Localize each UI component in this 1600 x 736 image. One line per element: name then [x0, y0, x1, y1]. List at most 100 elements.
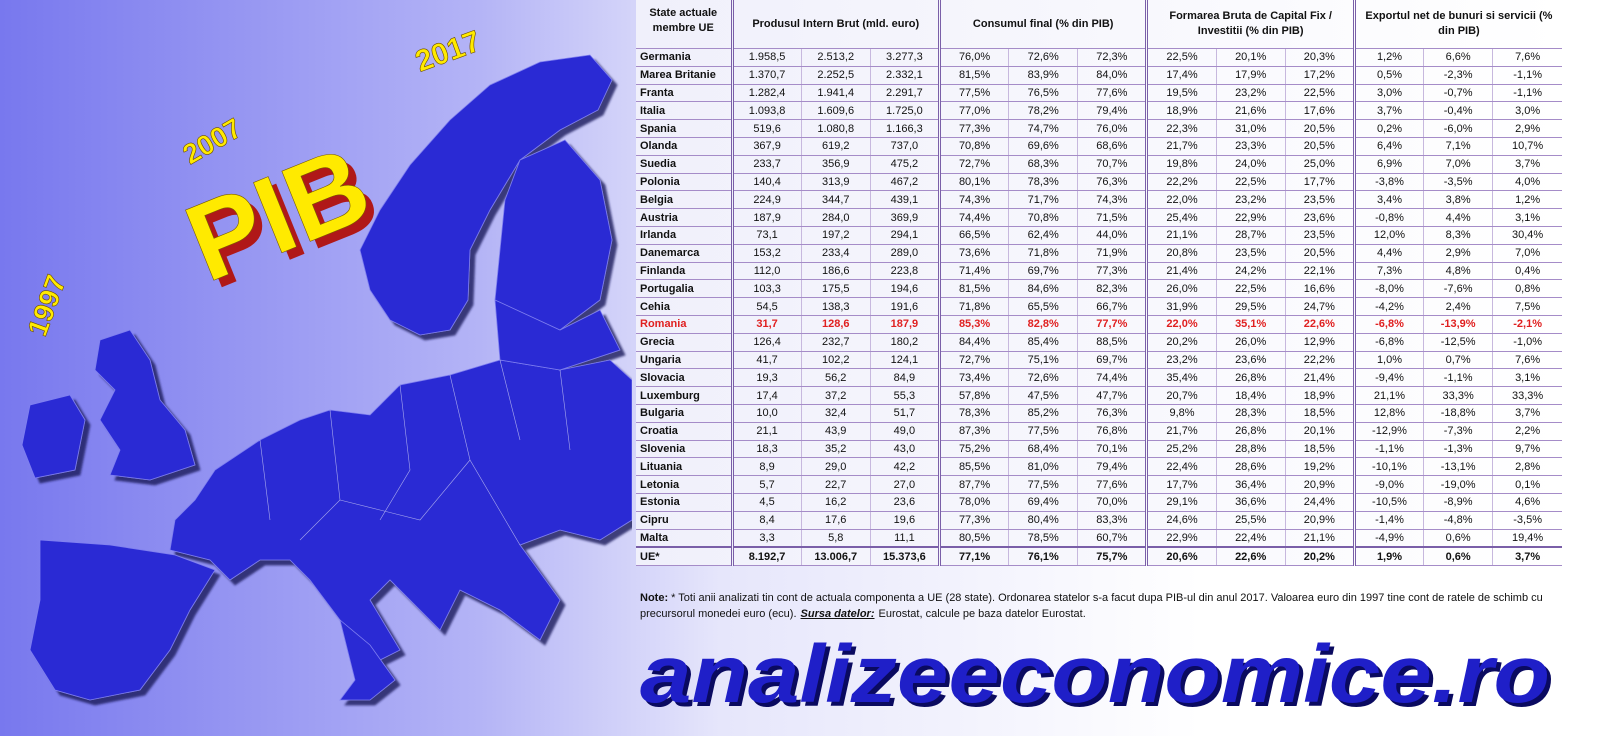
table-row: Ungaria 41,7 102,2 124,1 72,7% 75,1% 69,7% 23,2…: [636, 351, 1562, 370]
row-label: Romania: [636, 315, 732, 334]
cell: -10,5%: [1352, 493, 1424, 512]
row-label: Belgia: [636, 190, 732, 210]
row-label: Irlanda: [636, 226, 732, 245]
cell: 20,3%: [1284, 48, 1355, 67]
cell: 72,6%: [1008, 368, 1078, 388]
cell: 3,7%: [1352, 101, 1424, 121]
cell: 0,5%: [1352, 66, 1424, 85]
cell: 3,1%: [1492, 208, 1562, 227]
cell: 18,5%: [1284, 440, 1355, 459]
cell: -1,1%: [1492, 84, 1562, 103]
cell: 87,3%: [937, 422, 1009, 441]
cell: 21,7%: [1145, 422, 1217, 441]
table-row: Croatia 21,1 43,9 49,0 87,3% 77,5% 76,8% 21,7% 2…: [636, 422, 1562, 441]
cell: 103,3: [730, 279, 802, 299]
table-row: Estonia 4,5 16,2 23,6 78,0% 69,4% 70,0% 29,1% 36…: [636, 493, 1562, 512]
cell: 17,7%: [1284, 173, 1355, 192]
cell: 24,6%: [1145, 511, 1217, 530]
cell: 23,3%: [1215, 137, 1286, 156]
cell: 66,7%: [1077, 297, 1147, 316]
cell: 31,7: [730, 315, 802, 334]
table-row: Marea Britanie 1.370,7 2.252,5 2.332,1 81,5%…: [636, 66, 1562, 85]
cell: 22,5%: [1215, 279, 1286, 299]
cell: 7,6%: [1492, 48, 1562, 67]
cell: 4,6%: [1492, 493, 1562, 512]
cell: 3,7%: [1492, 404, 1562, 423]
cell: 19,6: [869, 511, 940, 530]
cell: -6,8%: [1352, 333, 1424, 352]
cell: 24,0%: [1215, 155, 1286, 174]
cell: 75,1%: [1008, 351, 1078, 370]
cell: 17,6: [800, 511, 871, 530]
table-row: Slovenia 18,3 35,2 43,0 75,2% 68,4% 70,1% 25,2%…: [636, 440, 1562, 459]
cell: -0,8%: [1352, 208, 1424, 227]
table-row: Suedia 233,7 356,9 475,2 72,7% 68,3% 70,7% 19,8…: [636, 155, 1562, 174]
cell: 26,0%: [1145, 279, 1217, 299]
cell: 69,7%: [1077, 351, 1147, 370]
cell: 22,9%: [1145, 529, 1217, 548]
cell: 44,0%: [1077, 226, 1147, 245]
cell: 187,9: [730, 208, 802, 227]
cell: 7,5%: [1492, 297, 1562, 316]
cell: 0,4%: [1492, 262, 1562, 281]
cell: 35,2: [800, 440, 871, 459]
cell: 78,5%: [1008, 529, 1078, 548]
cell: 71,8%: [937, 297, 1009, 316]
table-row: Danemarca 153,2 233,4 289,0 73,6% 71,8% 71,9% 2…: [636, 244, 1562, 263]
cell: 3,8%: [1423, 190, 1493, 210]
source-label: Sursa datelor:: [800, 608, 875, 620]
cell: 187,9: [869, 315, 940, 334]
cell: 9,8%: [1145, 404, 1217, 423]
cell: 3,7%: [1492, 546, 1562, 567]
cell: -19,0%: [1423, 475, 1493, 494]
row-label: Suedia: [636, 155, 732, 174]
cell: 78,2%: [1008, 101, 1078, 121]
table-row: Portugalia 103,3 175,5 194,6 81,5% 84,6% 82,3%…: [636, 279, 1562, 299]
cell: 2,9%: [1423, 244, 1493, 263]
cell: 74,7%: [1008, 119, 1078, 138]
cell: 74,4%: [1077, 368, 1147, 388]
cell: 79,4%: [1077, 101, 1147, 121]
cell: 75,2%: [937, 440, 1009, 459]
cell: 289,0: [869, 244, 940, 263]
row-label: Letonia: [636, 475, 732, 494]
cell: 20,8%: [1145, 244, 1217, 263]
cell: 0,2%: [1352, 119, 1424, 138]
cell: 26,0%: [1215, 333, 1286, 352]
cell: 20,5%: [1284, 119, 1355, 138]
cell: 467,2: [869, 173, 940, 192]
row-label: Ungaria: [636, 351, 732, 370]
row-label: Malta: [636, 529, 732, 548]
cell: 24,4%: [1284, 493, 1355, 512]
cell: 81,5%: [937, 66, 1009, 85]
cell: 25,5%: [1215, 511, 1286, 530]
cell: 232,7: [800, 333, 871, 352]
cell: 17,4%: [1145, 66, 1217, 85]
cell: 82,8%: [1008, 315, 1078, 334]
cell: 68,3%: [1008, 155, 1078, 174]
table-row: Belgia 224,9 344,7 439,1 74,3% 71,7% 74,3% 22,0…: [636, 190, 1562, 210]
cell: 71,5%: [1077, 208, 1147, 227]
cell: 4,8%: [1423, 262, 1493, 281]
cell: 22,2%: [1145, 173, 1217, 192]
cell: 23,5%: [1284, 226, 1355, 245]
cell: 23,5%: [1284, 190, 1355, 210]
cell: 28,7%: [1215, 226, 1286, 245]
cell: 0,6%: [1423, 529, 1493, 548]
title: PIB: [170, 123, 386, 306]
cell: -4,2%: [1352, 297, 1424, 316]
data-table: State actuale membre UE Produsul Intern B…: [636, 0, 1562, 567]
cell: 85,3%: [937, 315, 1009, 334]
cell: 2,9%: [1492, 119, 1562, 138]
cell: 22,6%: [1215, 546, 1286, 567]
cell: 21,6%: [1215, 101, 1286, 121]
row-label: Cipru: [636, 511, 732, 530]
cell: 87,7%: [937, 475, 1009, 494]
table-row: Grecia 126,4 232,7 180,2 84,4% 85,4% 88,5% 20,2…: [636, 333, 1562, 352]
table-row: Spania 519,6 1.080,8 1.166,3 77,3% 74,7% 76,0%…: [636, 119, 1562, 138]
cell: 73,4%: [937, 368, 1009, 388]
brand-logo: analizeeconomice.ro analizeeconomice.ro: [640, 632, 1554, 724]
cell: 3,7%: [1492, 155, 1562, 174]
cell: 19,5%: [1145, 84, 1217, 103]
cell: 79,4%: [1077, 457, 1147, 477]
